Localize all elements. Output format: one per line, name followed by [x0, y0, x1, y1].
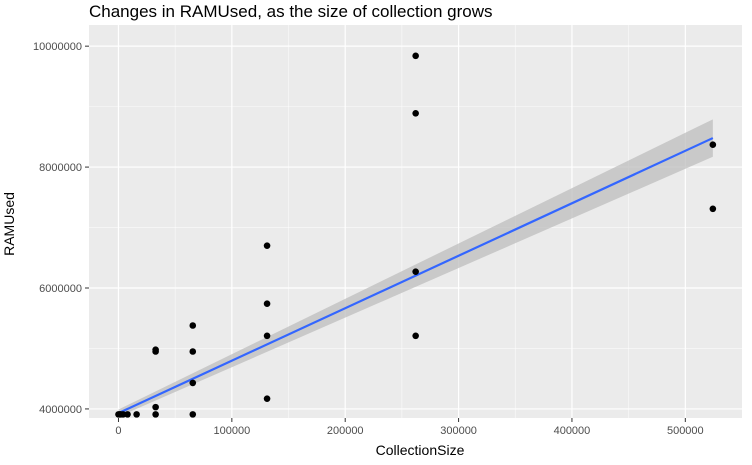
- data-point: [152, 346, 159, 353]
- y-tick-label: 8000000: [39, 162, 82, 174]
- data-point: [263, 395, 271, 402]
- data-point: [412, 268, 419, 275]
- major-gridlines: [89, 25, 742, 418]
- data-point: [412, 332, 419, 340]
- trend-line: [118, 137, 714, 415]
- data-point: [152, 411, 159, 418]
- data-point: [133, 411, 140, 418]
- data-point: [189, 411, 197, 418]
- y-tick-label: 6000000: [39, 283, 82, 295]
- data-point: [412, 52, 419, 60]
- data-point: [709, 205, 717, 213]
- x-tick-label: 500000: [667, 425, 704, 437]
- data-point: [263, 242, 271, 249]
- data-point: [119, 411, 127, 418]
- data-point: [189, 322, 197, 329]
- plot-panel: [89, 25, 742, 418]
- chart-title: Changes in RAMUsed, as the size of colle…: [89, 2, 492, 21]
- data-point: [124, 411, 131, 418]
- x-axis-title: CollectionSize: [376, 442, 465, 458]
- y-tick-label: 4000000: [39, 404, 82, 416]
- confidence-band: [118, 119, 713, 417]
- x-axis-ticks: 0 100000 200000 300000 400000 500000: [115, 418, 704, 437]
- x-tick-label: 300000: [440, 425, 477, 437]
- y-tick-label: 10000000: [33, 41, 82, 53]
- data-point: [709, 141, 717, 149]
- data-point: [189, 379, 197, 387]
- data-points: [115, 52, 717, 418]
- data-point: [152, 403, 159, 411]
- data-point: [189, 348, 197, 355]
- x-tick-label: 400000: [554, 425, 591, 437]
- y-axis-ticks: 4000000 6000000 8000000 10000000: [33, 41, 89, 416]
- x-tick-label: 100000: [213, 425, 250, 437]
- minor-gridlines: [89, 25, 742, 418]
- x-tick-label: 200000: [327, 425, 364, 437]
- y-axis-title: RAMUsed: [1, 192, 17, 256]
- data-point: [412, 109, 419, 117]
- x-tick-label: 0: [115, 425, 121, 437]
- data-point: [263, 332, 271, 340]
- data-point: [263, 300, 271, 308]
